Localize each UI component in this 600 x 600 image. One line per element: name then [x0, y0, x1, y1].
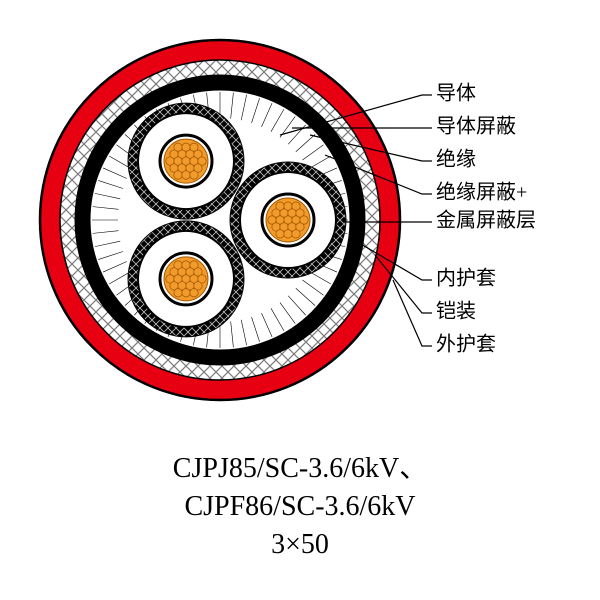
layer-label: 铠装 [436, 300, 476, 323]
layer-label: 内护套 [436, 267, 496, 290]
layer-label: 导体 [436, 82, 476, 105]
layer-label: 金属屏蔽层 [436, 209, 536, 232]
layer-label: 导体屏蔽 [436, 115, 516, 138]
cable-diagram: 导体导体屏蔽绝缘绝缘屏蔽+ 金属屏蔽层内护套铠装外护套 CJPJ85/SC-3.6… [0, 0, 600, 600]
caption-block: CJPJ85/SC-3.6/6kV、 CJPF86/SC-3.6/6kV 3×5… [0, 450, 600, 563]
layer-label: 绝缘屏蔽+ [436, 181, 527, 204]
layer-label: 绝缘 [436, 148, 476, 171]
caption-line-3: 3×50 [0, 526, 600, 564]
layer-label: 外护套 [436, 333, 496, 356]
caption-line-2: CJPF86/SC-3.6/6kV [0, 488, 600, 526]
caption-line-1: CJPJ85/SC-3.6/6kV、 [0, 450, 600, 488]
